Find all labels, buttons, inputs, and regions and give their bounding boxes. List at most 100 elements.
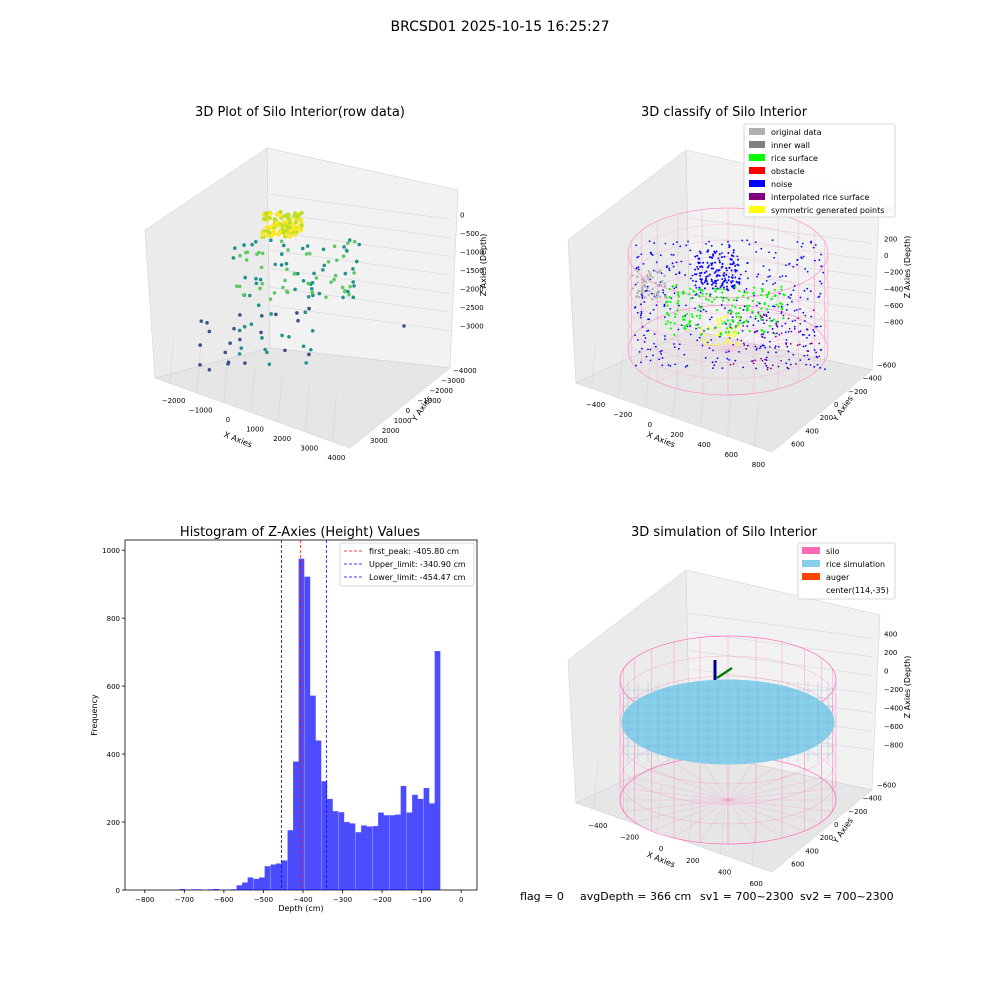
panel1-point xyxy=(254,276,258,281)
panel4-silo-spoke xyxy=(727,768,805,801)
panel2-noise-point xyxy=(813,334,816,337)
panel2-noise-point xyxy=(778,292,781,295)
panel2-noise-point xyxy=(746,344,749,347)
panel2-interpolated-point xyxy=(774,335,777,338)
p2-floor-gridline xyxy=(726,391,732,438)
panel2-noise-point xyxy=(698,250,701,253)
histogram-x-tick-label: −300 xyxy=(333,896,352,904)
panel1-point xyxy=(304,361,308,365)
panel1-point xyxy=(306,294,311,299)
panel2-wall-point xyxy=(651,276,654,279)
panel2-rice-point xyxy=(705,297,708,301)
p2-floor-gridline xyxy=(618,351,624,398)
panel2-silo-wireframe xyxy=(627,207,829,396)
panel1-point xyxy=(198,343,202,347)
panel2-noise-point xyxy=(764,346,767,349)
histogram-x-tick-label: −600 xyxy=(214,896,233,904)
panel2-noise-point xyxy=(728,358,731,361)
p2-back-gridline xyxy=(689,268,873,294)
panel1-point xyxy=(199,319,204,323)
panel2-noise-point xyxy=(698,286,701,289)
panel2-noise-point xyxy=(804,320,806,322)
panel2-noise-point xyxy=(721,262,724,265)
panel2-noise-point xyxy=(800,245,803,248)
panel2-noise-point xyxy=(698,272,701,275)
panel2-noise-point xyxy=(738,277,741,280)
panel1-point xyxy=(265,350,269,355)
panel2-noise-point xyxy=(705,277,708,280)
panel2-rice-point xyxy=(737,321,740,324)
panel2-noise-point xyxy=(812,246,815,249)
panel2-interpolated-point xyxy=(764,362,767,365)
panel2-noise-point xyxy=(754,345,757,348)
panel2-noise-point xyxy=(634,334,636,337)
panel2-noise-point xyxy=(659,254,662,257)
panel1-point xyxy=(310,280,315,285)
panel2-noise-point xyxy=(802,311,805,314)
panel2-noise-point xyxy=(741,239,744,242)
panel2-rice-point xyxy=(730,310,733,313)
panel2-noise-point xyxy=(660,353,663,355)
panel2-noise-point xyxy=(775,351,777,354)
panel2-noise-point xyxy=(804,345,807,347)
panel2-noise-point xyxy=(727,279,730,282)
panel2-noise-point xyxy=(802,255,805,258)
panel1-point xyxy=(259,313,264,318)
panel1-point xyxy=(253,239,258,244)
panel2-noise-point xyxy=(744,270,747,273)
panel4-silo-spoke xyxy=(651,768,729,801)
panel1-point xyxy=(279,239,284,244)
panel2-noise-point xyxy=(671,262,674,265)
panel2-wall-point xyxy=(659,269,662,272)
panel1-point xyxy=(226,360,231,365)
panel2-noise-point xyxy=(817,296,820,299)
panel2-noise-point xyxy=(793,325,796,328)
panel2-legend-label: inner wall xyxy=(771,141,810,150)
panel2-noise-point xyxy=(662,291,665,294)
panel2-rice-point xyxy=(767,291,771,294)
panel2-noise-point xyxy=(810,241,812,244)
panel2-noise-point xyxy=(803,289,806,292)
panel1-point xyxy=(342,245,346,249)
panel2-interpolated-point xyxy=(780,332,783,335)
panel2-silo-spoke xyxy=(701,349,729,394)
panel2-noise-point xyxy=(641,347,643,350)
panel2-noise-point xyxy=(725,351,728,354)
p4-z-tick-label: −600 xyxy=(884,723,903,731)
panel2-noise-point xyxy=(727,275,730,278)
panel1-point xyxy=(329,280,333,284)
panel1-point xyxy=(233,246,237,250)
p2-back-gridline xyxy=(689,251,873,277)
panel2-rice-point xyxy=(760,307,763,310)
panel2-wall-point xyxy=(661,279,664,283)
panel1-point xyxy=(296,318,300,323)
panel-raw-data-3d: 3D Plot of Silo Interior(row data) −2000… xyxy=(144,105,488,462)
panel2-interpolated-point xyxy=(751,359,754,362)
histogram-bar xyxy=(355,832,362,890)
panel2-silo-spoke xyxy=(631,349,729,362)
panel2-noise-point xyxy=(725,281,728,284)
panel2-noise-point xyxy=(732,261,735,264)
panel2-symmetric-point xyxy=(727,338,730,341)
histogram-bar xyxy=(264,866,271,890)
panel1-point xyxy=(351,295,356,300)
p4-x-tick-label: 400 xyxy=(718,869,731,877)
panel2-noise-point xyxy=(765,279,768,282)
panel2-noise-point xyxy=(699,310,702,313)
panel2-noise-point xyxy=(653,342,656,345)
histogram-bar xyxy=(242,882,248,890)
panel2-noise-point xyxy=(722,286,725,289)
panel2-rice-point xyxy=(763,302,766,305)
panel3-y-ticks: 0 200 400 600 800 1000 xyxy=(102,547,125,895)
panel2-rice-point xyxy=(723,321,727,324)
panel1-point xyxy=(244,258,249,262)
p4-z-tick-label: −200 xyxy=(884,686,903,694)
panel2-noise-point xyxy=(808,334,811,337)
panel2-wall-point xyxy=(631,287,634,290)
panel2-legend-swatch xyxy=(749,180,765,187)
p1-back-gridline xyxy=(269,286,451,313)
panel2-noise-point xyxy=(728,350,730,353)
panel2-noise-point xyxy=(754,317,757,320)
histogram-y-tick-label: 600 xyxy=(107,683,120,691)
panel2-noise-point xyxy=(694,307,696,310)
